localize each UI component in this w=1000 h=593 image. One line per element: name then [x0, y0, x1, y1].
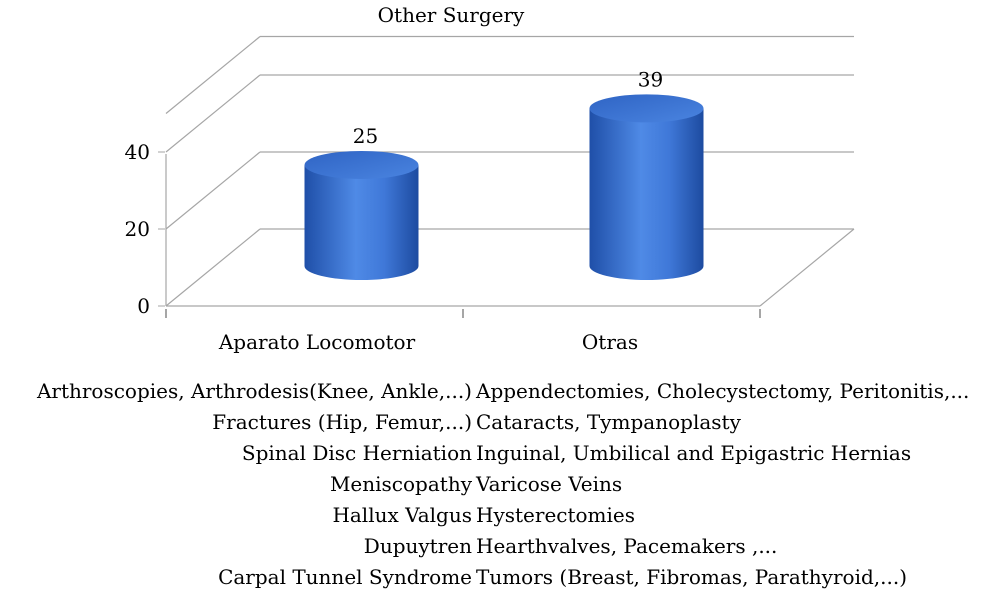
- note-item: Fractures (Hip, Femur,...): [212, 410, 472, 434]
- bar-body: [589, 108, 704, 280]
- y-tick-label: 0: [137, 294, 150, 318]
- bars: [304, 94, 704, 280]
- bar-aparato-locomotor: [304, 150, 419, 280]
- chart: Other Surgery 0 20 40 25 Aparato Locomotor 39…: [125, 3, 855, 354]
- y-tick-label: 40: [125, 140, 150, 164]
- note-item: Cataracts, Tympanoplasty: [476, 410, 741, 434]
- note-item: Hallux Valgus: [332, 503, 472, 527]
- note-item: Hysterectomies: [476, 503, 636, 527]
- floor-right-edge: [759, 228, 855, 307]
- gridline-diagonal: [165, 36, 261, 114]
- bar-top: [304, 150, 419, 179]
- note-item: Arthroscopies, Arthrodesis(Knee, Ankle,.…: [36, 379, 472, 403]
- data-label: 39: [638, 67, 663, 91]
- gridline-diagonal: [165, 228, 261, 307]
- plot-frame: [158, 35, 855, 318]
- gridline-diagonal: [165, 151, 261, 230]
- note-item: Hearthvalves, Pacemakers ,...: [476, 534, 778, 558]
- data-label: 25: [353, 124, 378, 148]
- note-item: Carpal Tunnel Syndrome: [218, 565, 472, 589]
- note-item: Appendectomies, Cholecystectomy, Periton…: [476, 379, 970, 403]
- note-item: Varicose Veins: [476, 472, 623, 496]
- bar-body: [304, 164, 419, 280]
- notes-aparato-locomotor: Arthroscopies, Arthrodesis(Knee, Ankle,.…: [37, 376, 472, 593]
- bar-otras: [589, 94, 704, 280]
- notes-otras: Appendectomies, Cholecystectomy, Periton…: [476, 376, 969, 593]
- x-category-label: Otras: [582, 330, 638, 354]
- note-item: Tumors (Breast, Fibromas, Parathyroid,..…: [476, 565, 908, 589]
- gridline-diagonal: [165, 74, 261, 153]
- chart-title: Other Surgery: [378, 3, 525, 27]
- note-item: Spinal Disc Herniation: [241, 441, 472, 465]
- y-tick-label: 20: [125, 217, 150, 241]
- x-category-label: Aparato Locomotor: [218, 330, 416, 354]
- note-item: Inguinal, Umbilical and Epigastric Herni…: [476, 441, 912, 465]
- bar-top: [589, 94, 704, 123]
- axis-labels: 0 20 40 25 Aparato Locomotor 39 Otras: [125, 67, 664, 354]
- note-item: Dupuytren: [363, 534, 472, 558]
- note-item: Meniscopathy: [329, 472, 472, 496]
